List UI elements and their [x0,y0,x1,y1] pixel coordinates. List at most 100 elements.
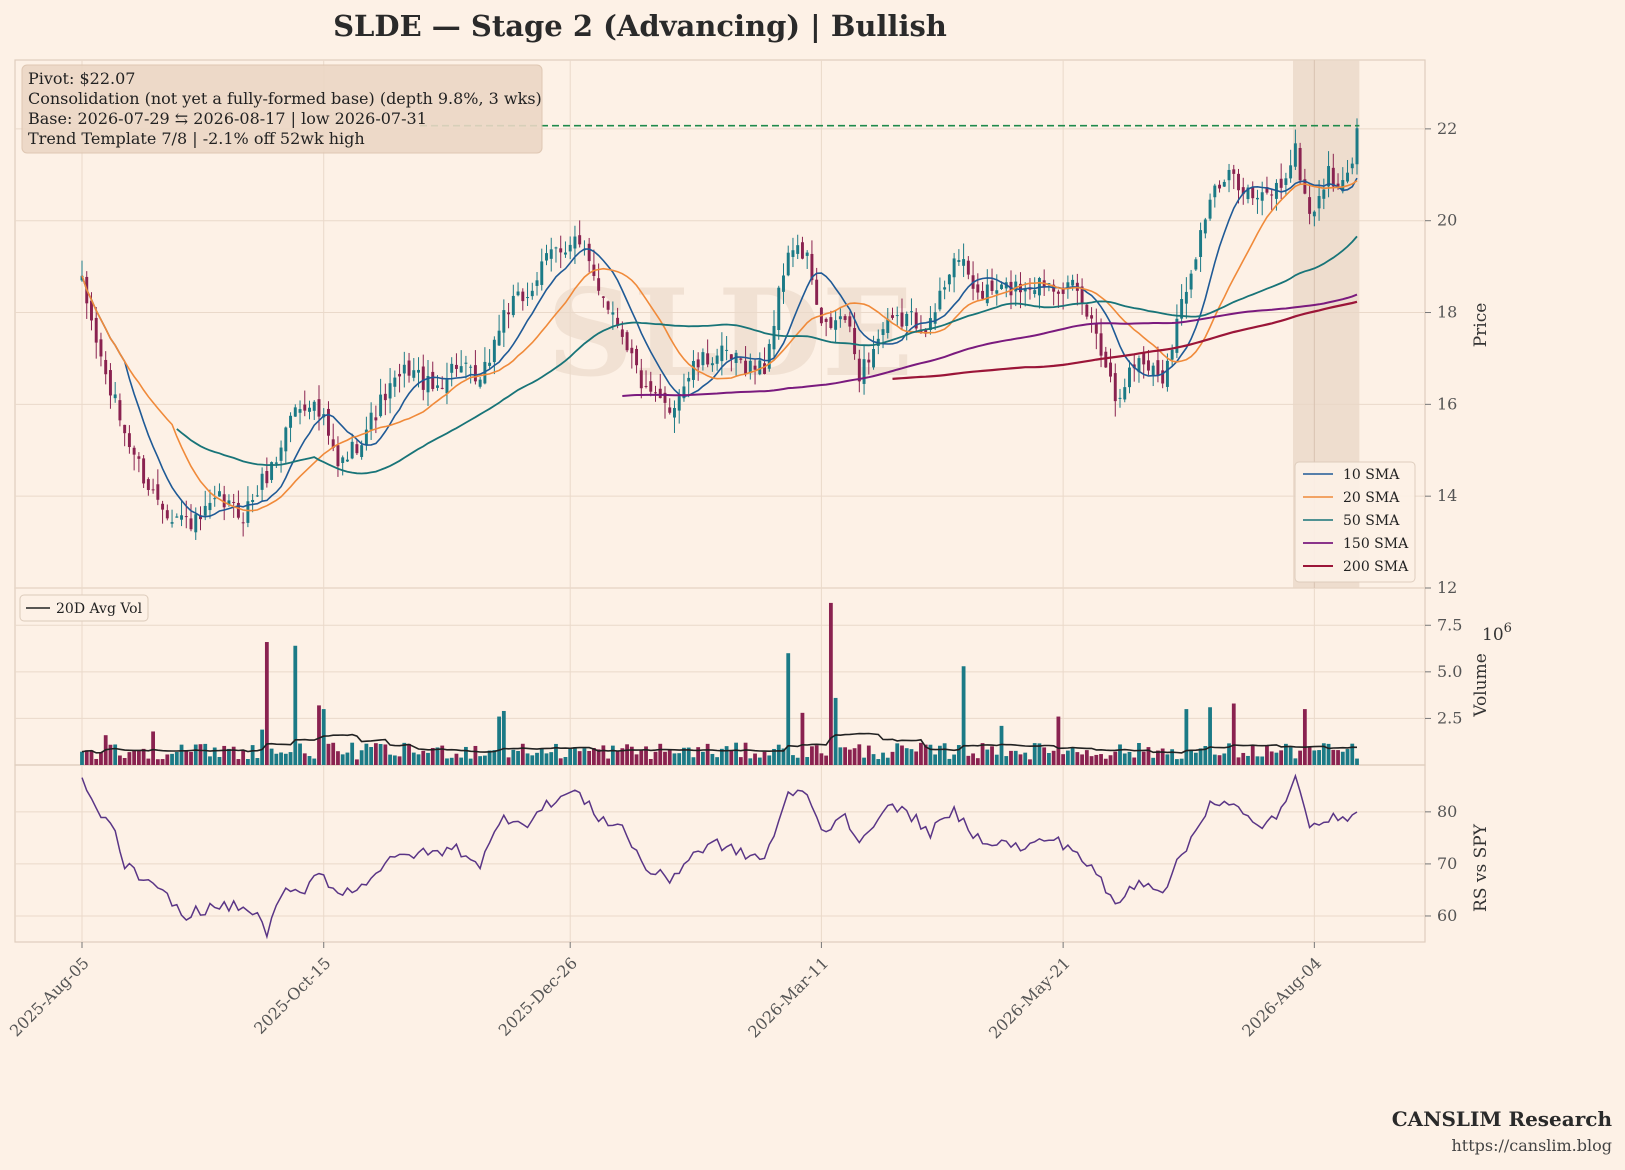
candle-body [1161,370,1165,384]
volume-bar [326,743,331,765]
volume-bar [530,755,535,765]
price-axis-label: Price [1471,303,1491,348]
volume-bar [539,748,544,765]
volume-bar [1208,707,1212,765]
candle-body [933,312,937,324]
candle-body [848,316,852,327]
volume-bar [738,757,743,765]
volume-bar [923,744,928,765]
volume-bar [1246,755,1250,765]
candle-body [175,516,179,518]
volume-bar [928,744,933,765]
candle-body [673,407,676,418]
volume-bar [587,751,592,765]
candle-body [161,503,165,510]
candle-body [412,370,416,378]
candle-body [1298,147,1302,181]
volume-bar [255,758,260,765]
candle-body [1308,197,1312,214]
candle-body [1019,283,1022,293]
candle-body [829,317,833,328]
volume-bar [487,750,492,765]
candle-body [1260,192,1264,201]
volume-bar [89,750,94,765]
volume-bar [260,729,265,765]
volume-bar [193,744,198,765]
candle-body [1246,187,1250,200]
volume-bar [857,744,862,765]
volume-bar [227,748,231,765]
candle-body [1279,178,1283,188]
candle-body [1355,128,1359,165]
volume-bar [151,731,155,765]
volume-bar [634,754,639,765]
volume-bar [473,745,478,765]
candle-body [497,330,501,346]
volume-bar [264,642,269,765]
candle-body [1255,197,1259,200]
volume-bar [1127,751,1132,765]
volume-bar [719,748,724,765]
volume-bar [1156,750,1160,765]
legend-sma150: 150 SMA [1343,536,1409,552]
volume-bar [601,745,606,765]
volume-bar [1004,756,1009,765]
gridlines [15,60,1425,942]
volume-bar [914,751,919,765]
candle-body [1033,290,1037,294]
volume-bar [644,746,648,765]
candle-body [758,360,762,375]
legend-sma200: 200 SMA [1343,559,1409,575]
volume-bar [838,747,843,765]
volume-axis-label: Volume [1471,653,1491,718]
candle-body [90,300,93,321]
candle-body [1113,373,1117,402]
volume-bar [696,747,701,765]
candle-body [459,366,463,373]
candle-body [1151,365,1155,376]
candle-body [1322,189,1326,199]
candle-body [1061,288,1065,294]
volume-bar [345,752,350,765]
candle-body [601,296,605,298]
candle-body [222,494,226,508]
candle-body [1023,288,1027,292]
volume-bar [990,746,994,765]
candle-body [1189,273,1193,290]
volume-bar [454,753,459,765]
info-pivot: Pivot: $22.07 [28,69,135,88]
candle-body [270,462,274,480]
volume-bar [430,747,435,765]
volume-bar [682,747,686,765]
volume-bar [596,749,601,765]
candle-body [113,394,117,399]
candle-body [549,249,553,259]
candle-body [886,319,890,334]
volume-bar [1108,755,1113,765]
candle-body [853,328,857,355]
volume-bar [217,756,222,765]
volume-bar [1137,742,1141,765]
sma20-line [81,180,1358,512]
candle-body [1232,169,1236,174]
candle-body [985,284,989,304]
volume-bar [966,755,971,765]
price-tick-label-5: 22 [1437,119,1457,138]
volume-bar [80,751,84,765]
volume-bar [1212,754,1217,765]
candle-body [1227,169,1231,181]
volume-bar [625,744,629,765]
candle-body [1104,351,1108,368]
candle-body [464,362,468,364]
volume-bar [525,753,530,765]
candle-body [540,261,544,285]
volume-bar [189,751,193,765]
volume-bar [497,716,501,765]
candle-body [108,370,112,396]
volume-bar [1065,750,1070,765]
volume-bar [1350,743,1355,765]
candle-body [232,501,236,503]
candle-body [388,383,392,399]
candle-body [924,329,928,334]
candle-body [810,253,814,281]
